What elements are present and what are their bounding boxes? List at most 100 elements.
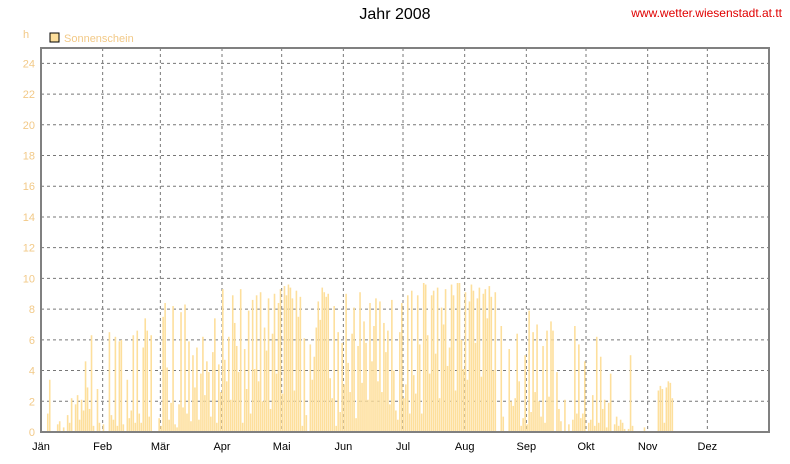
bar	[536, 324, 538, 432]
bar	[480, 376, 483, 432]
bar	[46, 413, 49, 432]
bar	[341, 342, 343, 432]
bar	[84, 361, 87, 432]
bar	[351, 333, 353, 432]
bar	[576, 413, 578, 432]
bar	[309, 344, 312, 432]
bar	[448, 347, 451, 432]
y-tick-label: 2	[29, 396, 35, 408]
bar	[251, 299, 254, 432]
bar	[323, 292, 326, 432]
bar	[369, 302, 371, 432]
bar	[524, 355, 526, 432]
x-tick-label: Jän	[32, 441, 50, 453]
bar	[522, 418, 524, 432]
bar	[180, 312, 182, 432]
bar	[399, 332, 401, 432]
bar	[210, 416, 212, 432]
bar	[223, 359, 226, 432]
bar	[329, 378, 332, 432]
bar	[194, 387, 196, 432]
bar	[327, 293, 330, 432]
bar	[460, 339, 463, 432]
bar	[114, 336, 117, 432]
bar	[516, 333, 518, 432]
bar	[247, 310, 250, 432]
website-link[interactable]: www.wetter.wiesenstadt.at.tt	[631, 6, 782, 20]
bar	[243, 349, 246, 432]
bar	[267, 298, 270, 432]
bar	[393, 370, 395, 432]
bar	[599, 356, 602, 432]
bar	[355, 418, 357, 432]
bar	[381, 392, 383, 432]
bar	[582, 413, 584, 432]
bar	[317, 301, 320, 432]
bar	[456, 283, 459, 432]
bar	[363, 321, 365, 432]
bar	[227, 336, 230, 432]
bar	[303, 338, 306, 432]
bar	[584, 361, 586, 432]
bar	[375, 298, 377, 432]
bar-series	[46, 283, 674, 432]
bar	[62, 427, 65, 432]
bar	[405, 384, 407, 432]
bar	[88, 408, 91, 432]
bar	[574, 326, 576, 432]
x-tick-label: Nov	[638, 441, 658, 453]
bar	[339, 412, 341, 432]
bar	[432, 290, 435, 432]
bar	[450, 284, 453, 432]
bar	[538, 401, 540, 432]
bar	[532, 332, 534, 432]
y-tick-label: 16	[23, 181, 35, 193]
bar	[410, 290, 413, 432]
bar	[186, 413, 188, 432]
bar	[277, 302, 280, 432]
bar	[345, 293, 347, 432]
bar	[138, 413, 141, 432]
bar	[66, 415, 69, 432]
bar	[365, 342, 367, 432]
bar	[474, 342, 477, 432]
bar	[367, 399, 369, 432]
x-tick-label: Okt	[577, 441, 594, 453]
y-tick-label: 22	[23, 89, 35, 101]
bar	[428, 373, 431, 432]
bar	[434, 353, 437, 432]
bar	[285, 295, 288, 432]
bar	[220, 392, 222, 432]
bar	[299, 296, 302, 432]
bar	[295, 290, 298, 432]
bar	[597, 422, 600, 432]
bar	[560, 421, 562, 432]
bar	[416, 295, 419, 432]
bar	[500, 326, 503, 432]
bar	[263, 327, 266, 432]
bar	[510, 401, 513, 432]
bar	[216, 422, 218, 432]
chart-title: Jahr 2008	[359, 6, 431, 23]
bar	[452, 295, 455, 432]
bar	[528, 310, 530, 432]
bar	[478, 287, 481, 432]
bar	[643, 427, 646, 432]
y-tick-label: 6	[29, 335, 35, 347]
x-tick-label: Sep	[517, 441, 537, 453]
bar	[279, 289, 282, 432]
legend-label: Sonnenschein	[64, 33, 134, 45]
bar	[202, 336, 204, 432]
bar	[669, 382, 672, 432]
bar	[128, 418, 131, 432]
bar	[253, 369, 256, 432]
bar	[229, 399, 232, 432]
bar	[502, 416, 505, 432]
bar	[158, 418, 160, 432]
bar	[204, 395, 206, 432]
bar	[406, 295, 409, 432]
bar	[426, 335, 429, 432]
bar	[273, 293, 276, 432]
